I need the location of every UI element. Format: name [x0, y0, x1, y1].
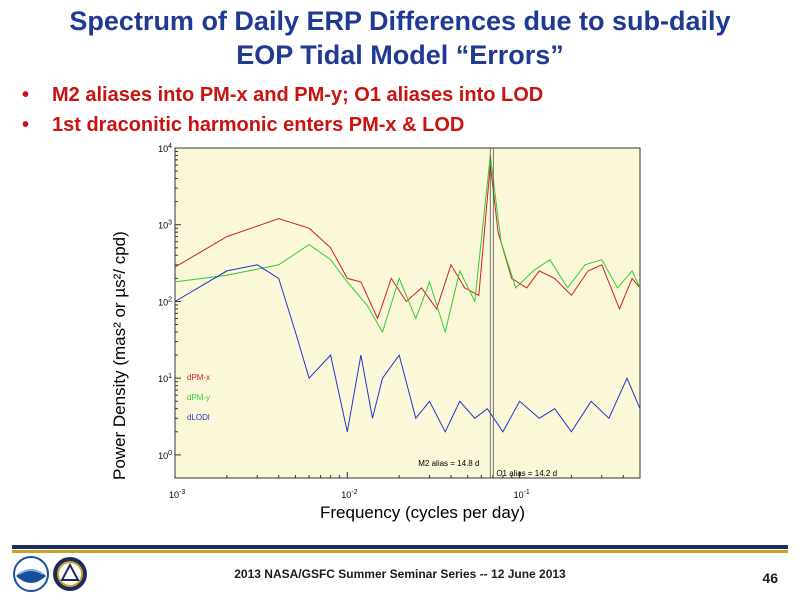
- alias-label: O1 alias = 14.2 d: [496, 469, 557, 478]
- bullet-text: 1st draconitic harmonic enters PM-x & LO…: [52, 114, 465, 136]
- footer-rule-navy: [12, 545, 788, 549]
- series-line-dpm-x: [174, 164, 641, 320]
- y-tick-label: 103: [158, 220, 172, 231]
- bullet-item: • 1st draconitic harmonic enters PM-x & L…: [22, 110, 543, 140]
- footer-rule-gold: [12, 550, 788, 553]
- footer-text: 2013 NASA/GSFC Summer Seminar Series -- …: [234, 567, 566, 581]
- y-tick-label: 100: [158, 450, 172, 461]
- bullet-dot-icon: •: [22, 114, 30, 136]
- legend-entry: dLODl: [187, 413, 210, 422]
- bullet-list: • M2 aliases into PM-x and PM-y; O1 alias…: [22, 80, 543, 140]
- bullet-item: • M2 aliases into PM-x and PM-y; O1 alias…: [22, 80, 543, 110]
- x-tick-label: 10-1: [514, 489, 530, 500]
- plot-area: [174, 147, 641, 479]
- y-tick-label: 101: [158, 373, 172, 384]
- x-axis-label: Frequency (cycles per day): [319, 503, 526, 522]
- y-tick-label: 102: [158, 296, 172, 307]
- alias-label: M2 alias = 14.8 d: [418, 459, 479, 468]
- ngs-logo-icon: [53, 557, 87, 591]
- page-number: 46: [762, 570, 778, 586]
- x-tick-label: 10-2: [341, 489, 357, 500]
- series-line-dlodl: [174, 264, 641, 433]
- y-tick-label: 104: [158, 143, 172, 154]
- bullet-text: M2 aliases into PM-x and PM-y; O1 aliase…: [52, 84, 544, 106]
- series-line-dpm-y: [174, 155, 641, 334]
- legend-entry: dPM-x: [187, 373, 210, 382]
- legend-entry: dPM-y: [187, 393, 210, 402]
- slide-title: Spectrum of Daily ERP Differences due to…: [0, 4, 800, 72]
- title-line-2: EOP Tidal Model “Errors”: [236, 40, 564, 70]
- x-tick-label: 10-3: [169, 489, 185, 500]
- spectrum-chart: 100 101 102 103 104 10-3 10-2 10-1 dPM-x dPM-y dLO…: [158, 143, 641, 500]
- y-axis-label: Power Density (mas² or µs²/ cpd): [110, 231, 129, 480]
- noaa-logo-icon: [13, 556, 49, 592]
- bullet-dot-icon: •: [22, 84, 30, 106]
- title-line-1: Spectrum of Daily ERP Differences due to…: [69, 6, 731, 36]
